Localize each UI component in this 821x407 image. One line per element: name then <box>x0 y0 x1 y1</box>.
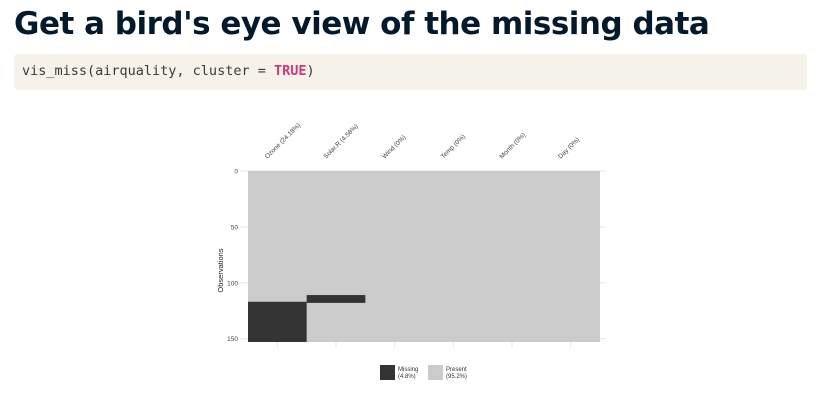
legend: Missing(4.8%) Present(95.2%) <box>380 365 467 380</box>
y-tick-label: 0 <box>234 169 238 176</box>
slide-title: Get a bird's eye view of the missing dat… <box>14 6 710 42</box>
legend-swatch <box>428 365 443 380</box>
x-tick-label: Solar.R (4.58%) <box>322 123 359 160</box>
y-tick-label: 100 <box>227 280 238 287</box>
legend-percent: (4.8%) <box>398 374 416 380</box>
legend-label: Present <box>446 367 467 373</box>
x-tick-label: Day (0%) <box>557 136 581 160</box>
y-tick-labels: 0 50 100 150 <box>227 169 238 344</box>
x-tick-label: Wind (0%) <box>381 134 407 160</box>
y-axis-label: Observations <box>216 248 225 292</box>
x-tick-label: Month (0%) <box>498 132 527 161</box>
missing-block <box>306 295 366 303</box>
x-tick-label: Temp (0%) <box>440 133 467 160</box>
legend-percent: (95.2%) <box>446 374 467 380</box>
y-tick-label: 150 <box>227 336 238 343</box>
legend-label: Missing <box>398 367 418 373</box>
missing-block <box>248 301 307 342</box>
x-tick-labels: Ozone (24.18%) Solar.R (4.58%) Wind (0%) Te… <box>264 122 581 160</box>
code-close-paren: ) <box>306 63 315 79</box>
x-tick-label: Ozone (24.18%) <box>264 122 302 160</box>
code-keyword-true: TRUE <box>273 63 307 79</box>
code-function-call: vis_miss(airquality, cluster = <box>22 63 274 79</box>
y-tick-label: 50 <box>231 224 239 231</box>
missing-blocks <box>248 295 366 342</box>
code-block: vis_miss(airquality, cluster = TRUE) <box>14 54 807 90</box>
legend-swatch <box>380 365 395 380</box>
